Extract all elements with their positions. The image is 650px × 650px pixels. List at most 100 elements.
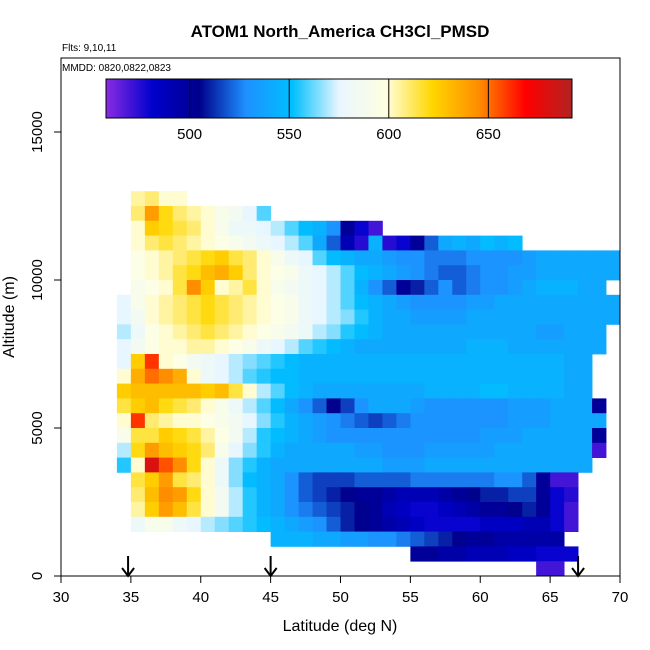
- colorbar-tick-label: 500: [177, 126, 202, 143]
- heatmap-cell: [172, 398, 188, 414]
- heatmap-cell: [312, 457, 327, 473]
- heatmap-cell: [354, 487, 369, 503]
- heatmap-cell: [256, 220, 272, 236]
- heatmap-cell: [494, 324, 509, 340]
- heatmap-cell: [312, 294, 327, 310]
- heatmap-cell: [284, 472, 299, 488]
- heatmap-cell: [564, 368, 579, 384]
- heatmap-cell: [452, 472, 467, 488]
- heatmap-cell: [564, 457, 579, 473]
- heatmap-cell: [354, 309, 369, 325]
- heatmap-cell: [200, 442, 216, 458]
- heatmap-cell: [410, 472, 425, 488]
- heatmap-cell: [438, 339, 453, 355]
- heatmap-cell: [410, 428, 425, 444]
- heatmap-cell: [214, 250, 230, 266]
- y-axis-label: Altitude (m): [1, 276, 18, 358]
- heatmap-cell: [312, 324, 327, 340]
- heatmap-cell: [298, 294, 313, 310]
- heatmap-cell: [508, 294, 523, 310]
- heatmap-cell: [312, 516, 327, 532]
- heatmap-cell: [284, 309, 299, 325]
- heatmap-cell: [494, 339, 509, 355]
- heatmap-cell: [158, 368, 174, 384]
- heatmap-cell: [228, 398, 244, 414]
- heatmap-cell: [228, 354, 244, 370]
- heatmap-cell: [494, 531, 509, 547]
- heatmap-cell: [536, 428, 551, 444]
- heatmap-cell: [550, 324, 565, 340]
- heatmap-cell: [452, 280, 467, 296]
- heatmap-cell: [242, 250, 258, 266]
- heatmap-cell: [172, 191, 188, 207]
- heatmap-cell: [382, 502, 397, 518]
- heatmap-cell: [494, 309, 509, 325]
- heatmap-cell: [438, 502, 453, 518]
- heatmap-cell: [130, 502, 146, 518]
- heatmap-cell: [200, 324, 216, 340]
- heatmap-cell: [200, 428, 216, 444]
- heatmap-cell: [340, 457, 355, 473]
- heatmap-cell: [270, 413, 286, 429]
- heatmap-cell: [270, 368, 286, 384]
- heatmap-cell: [116, 398, 132, 414]
- heatmap-cell: [564, 339, 579, 355]
- heatmap-cell: [144, 265, 160, 281]
- heatmap-cell: [550, 250, 565, 266]
- heatmap-cell: [550, 354, 565, 370]
- heatmap-cell: [270, 309, 286, 325]
- heatmap-cell: [130, 457, 146, 473]
- heatmap-cell: [200, 398, 216, 414]
- heatmap-cell: [592, 442, 607, 458]
- heatmap-cell: [144, 354, 160, 370]
- heatmap-cell: [564, 294, 579, 310]
- heatmap-cell: [186, 309, 202, 325]
- heatmap-cell: [578, 250, 593, 266]
- heatmap-cell: [522, 546, 537, 562]
- heatmap-cell: [494, 235, 509, 251]
- heatmap-cell: [326, 220, 341, 236]
- heatmap-cell: [438, 442, 453, 458]
- heatmap-cell: [480, 383, 495, 399]
- heatmap-cell: [130, 265, 146, 281]
- heatmap-cell: [382, 265, 397, 281]
- x-tick-label: 40: [192, 589, 209, 606]
- heatmap-cell: [256, 294, 272, 310]
- heatmap-cell: [410, 235, 425, 251]
- heatmap-cell: [466, 398, 481, 414]
- heatmap-cell: [214, 368, 230, 384]
- heatmap-cell: [438, 383, 453, 399]
- heatmap-cell: [228, 309, 244, 325]
- heatmap-cell: [550, 546, 565, 562]
- heatmap-cell: [214, 324, 230, 340]
- y-tick-label: 5000: [29, 411, 46, 444]
- heatmap-cell: [144, 457, 160, 473]
- x-tick-label: 50: [332, 589, 349, 606]
- x-tick-label: 65: [542, 589, 559, 606]
- heatmap-cell: [410, 265, 425, 281]
- heatmap-cell: [410, 280, 425, 296]
- heatmap-cell: [186, 472, 202, 488]
- heatmap-cell: [382, 294, 397, 310]
- heatmap-cell: [158, 502, 174, 518]
- heatmap-cell: [200, 206, 216, 222]
- heatmap-cell: [550, 413, 565, 429]
- heatmap-cell: [158, 265, 174, 281]
- heatmap-cell: [116, 457, 132, 473]
- heatmap-cell: [298, 472, 313, 488]
- heatmap-cell: [284, 280, 299, 296]
- heatmap-cell: [410, 383, 425, 399]
- heatmap-cell: [242, 265, 258, 281]
- heatmap-cell: [480, 354, 495, 370]
- heatmap-cell: [522, 368, 537, 384]
- heatmap-cell: [298, 413, 313, 429]
- heatmap-cell: [326, 383, 341, 399]
- heatmap-cell: [354, 368, 369, 384]
- x-tick-label: 45: [262, 589, 279, 606]
- heatmap-cell: [186, 413, 202, 429]
- heatmap-cell: [396, 531, 411, 547]
- heatmap-cell: [256, 309, 272, 325]
- colorbar: [105, 78, 573, 119]
- heatmap-cell: [228, 265, 244, 281]
